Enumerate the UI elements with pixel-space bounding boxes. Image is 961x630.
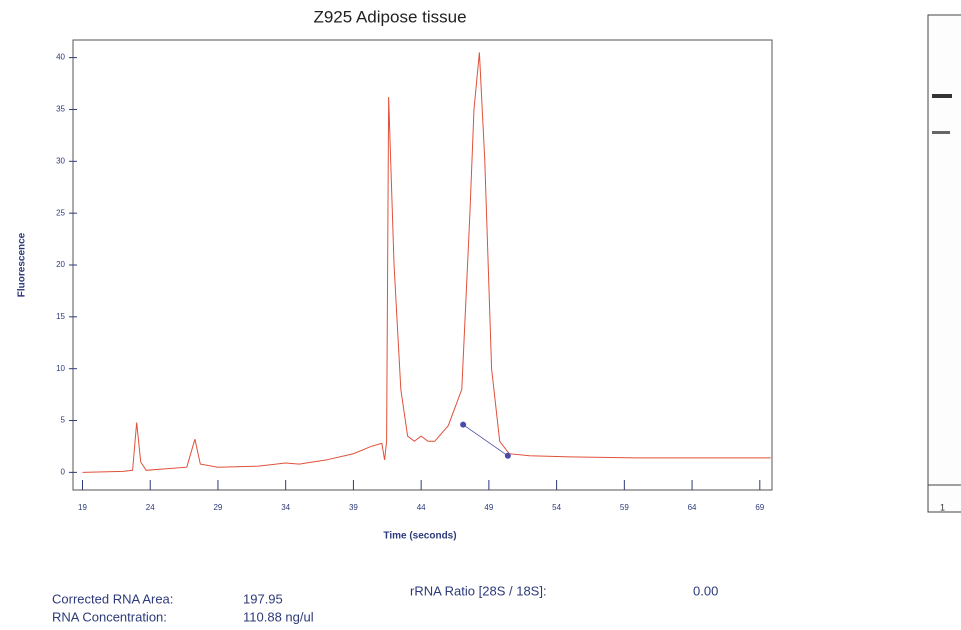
annotation-label: rRNA Ratio [28S / 18S]: — [410, 583, 547, 598]
annotation-value: 110.88 ng/ul — [243, 609, 314, 624]
y-tick-label: 20 — [56, 260, 65, 269]
y-tick-label: 25 — [56, 208, 65, 217]
y-tick-label: 10 — [56, 364, 65, 373]
gel-band — [932, 131, 950, 134]
chart-title: Z925 Adipose tissue — [313, 7, 466, 26]
x-tick-label: 64 — [688, 503, 697, 512]
x-tick-label: 44 — [417, 503, 426, 512]
y-tick-label: 40 — [56, 53, 65, 62]
x-tick-label: 39 — [349, 503, 358, 512]
x-tick-label: 34 — [281, 503, 290, 512]
x-tick-label: 19 — [78, 503, 87, 512]
y-axis-label: Fluorescence — [17, 232, 28, 297]
annotation-label: RNA Concentration: — [52, 609, 167, 624]
x-tick-label: 59 — [620, 503, 629, 512]
gel-band — [932, 94, 952, 98]
gel-frame — [927, 14, 961, 513]
lane-label: 1 — [940, 502, 945, 512]
y-tick-label: 30 — [56, 156, 65, 165]
x-tick-label: 69 — [755, 503, 764, 512]
trace-line — [82, 52, 771, 473]
gel-lane: 1 — [927, 14, 961, 513]
annotation-value: 197.95 — [243, 591, 283, 606]
annotation-label: Corrected RNA Area: — [52, 591, 173, 606]
y-tick-label: 5 — [61, 416, 66, 425]
plot-frame — [72, 39, 773, 491]
annotation-value: 0.00 — [693, 583, 718, 598]
x-tick-label: 54 — [552, 503, 561, 512]
y-tick-label: 0 — [61, 467, 66, 476]
y-tick-label: 15 — [56, 312, 65, 321]
marker — [504, 452, 511, 459]
x-tick-label: 29 — [213, 503, 222, 512]
marker — [460, 421, 467, 428]
x-axis-label: Time (seconds) — [383, 531, 456, 542]
x-tick-label: 24 — [146, 503, 155, 512]
baseline-segment — [462, 424, 509, 457]
y-tick-label: 35 — [56, 105, 65, 114]
x-tick-label: 49 — [484, 503, 493, 512]
